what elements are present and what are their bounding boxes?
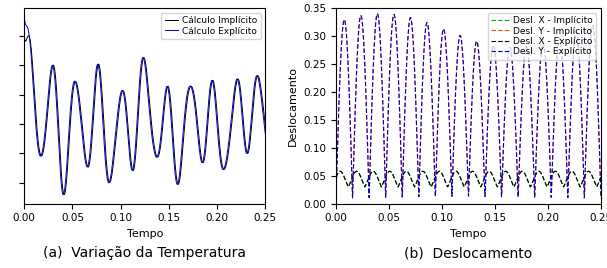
Desl. X - Explícito — [454, 171, 461, 174]
Desl. Y - Explícito — [454, 48, 461, 51]
Cálculo Explícito — [132, 149, 139, 152]
Line: Cálculo Implícito: Cálculo Implícito — [24, 36, 265, 195]
Cálculo Implícito — [33, 124, 40, 127]
Cálculo Explícito — [138, 60, 145, 63]
Line: Desl. Y - Implícito: Desl. Y - Implícito — [336, 14, 601, 198]
Desl. X - Implícito — [585, 170, 592, 173]
Cálculo Implícito — [138, 66, 145, 70]
Desl. Y - Explícito — [332, 196, 339, 200]
Cálculo Explícito — [262, 131, 269, 135]
Desl. Y - Explícito — [461, 97, 469, 100]
Desl. Y - Implícito — [541, 50, 548, 53]
Cálculo Implícito — [255, 75, 262, 78]
Desl. Y - Explícito — [374, 12, 381, 15]
Legend: Cálculo Implícito, Cálculo Explícito: Cálculo Implícito, Cálculo Explícito — [161, 13, 260, 39]
Desl. Y - Implícito — [454, 48, 461, 51]
Line: Desl. Y - Explícito: Desl. Y - Explícito — [336, 14, 601, 198]
Desl. X - Implícito — [541, 180, 548, 183]
Desl. X - Implícito — [590, 177, 597, 181]
Line: Cálculo Explícito: Cálculo Explícito — [24, 17, 265, 195]
Desl. X - Explícito — [332, 175, 339, 178]
Cálculo Explícito — [255, 77, 262, 80]
Cálculo Implícito — [61, 193, 68, 196]
Desl. X - Explícito — [541, 180, 548, 183]
Cálculo Implícito — [21, 35, 28, 38]
Y-axis label: Deslocamento: Deslocamento — [288, 66, 297, 146]
Desl. Y - Explícito — [346, 98, 353, 102]
Desl. Y - Implícito — [589, 25, 597, 28]
Desl. X - Explícito — [378, 185, 385, 188]
Cálculo Explícito — [254, 76, 262, 80]
Cálculo Implícito — [262, 122, 269, 126]
Desl. X - Explícito — [597, 175, 605, 178]
X-axis label: Tempo: Tempo — [450, 229, 487, 239]
Cálculo Implícito — [132, 158, 139, 161]
Cálculo Implícito — [255, 75, 262, 78]
Desl. X - Explícito — [585, 170, 592, 173]
Desl. X - Explícito — [461, 184, 469, 187]
Desl. X - Implícito — [590, 178, 597, 181]
Cálculo Implícito — [211, 83, 218, 86]
Text: (b)  Deslocamento: (b) Deslocamento — [404, 246, 532, 260]
Desl. X - Explícito — [590, 177, 597, 181]
Desl. Y - Implícito — [597, 196, 605, 200]
Desl. Y - Explícito — [589, 25, 597, 28]
Cálculo Explícito — [59, 193, 67, 196]
Desl. Y - Implícito — [461, 97, 469, 100]
X-axis label: Tempo: Tempo — [126, 229, 163, 239]
Text: (a)  Variação da Temperatura: (a) Variação da Temperatura — [43, 246, 246, 260]
Line: Desl. X - Explícito: Desl. X - Explícito — [336, 171, 601, 187]
Desl. Y - Implícito — [374, 12, 381, 15]
Desl. Y - Explícito — [597, 196, 605, 200]
Legend: Desl. X - Implícito, Desl. Y - Implícito, Desl. X - Explícito, Desl. Y - Explíci: Desl. X - Implícito, Desl. Y - Implícito… — [488, 13, 597, 60]
Desl. Y - Explícito — [541, 50, 548, 53]
Desl. X - Implícito — [378, 185, 385, 188]
Desl. X - Implícito — [461, 184, 469, 187]
Desl. Y - Implícito — [346, 98, 353, 102]
Desl. X - Implícito — [346, 183, 353, 186]
Desl. X - Implícito — [332, 175, 339, 178]
Cálculo Explícito — [21, 15, 28, 18]
Desl. X - Implícito — [454, 171, 461, 174]
Line: Desl. X - Implícito: Desl. X - Implícito — [336, 171, 601, 187]
Desl. X - Implícito — [597, 175, 605, 178]
Desl. X - Explícito — [346, 183, 353, 186]
Cálculo Explícito — [33, 133, 40, 136]
Desl. X - Explícito — [590, 178, 597, 181]
Desl. Y - Implícito — [590, 25, 597, 28]
Cálculo Explícito — [211, 88, 218, 92]
Desl. Y - Explícito — [590, 25, 597, 28]
Cálculo Implícito — [25, 34, 32, 37]
Desl. Y - Implícito — [332, 196, 339, 200]
